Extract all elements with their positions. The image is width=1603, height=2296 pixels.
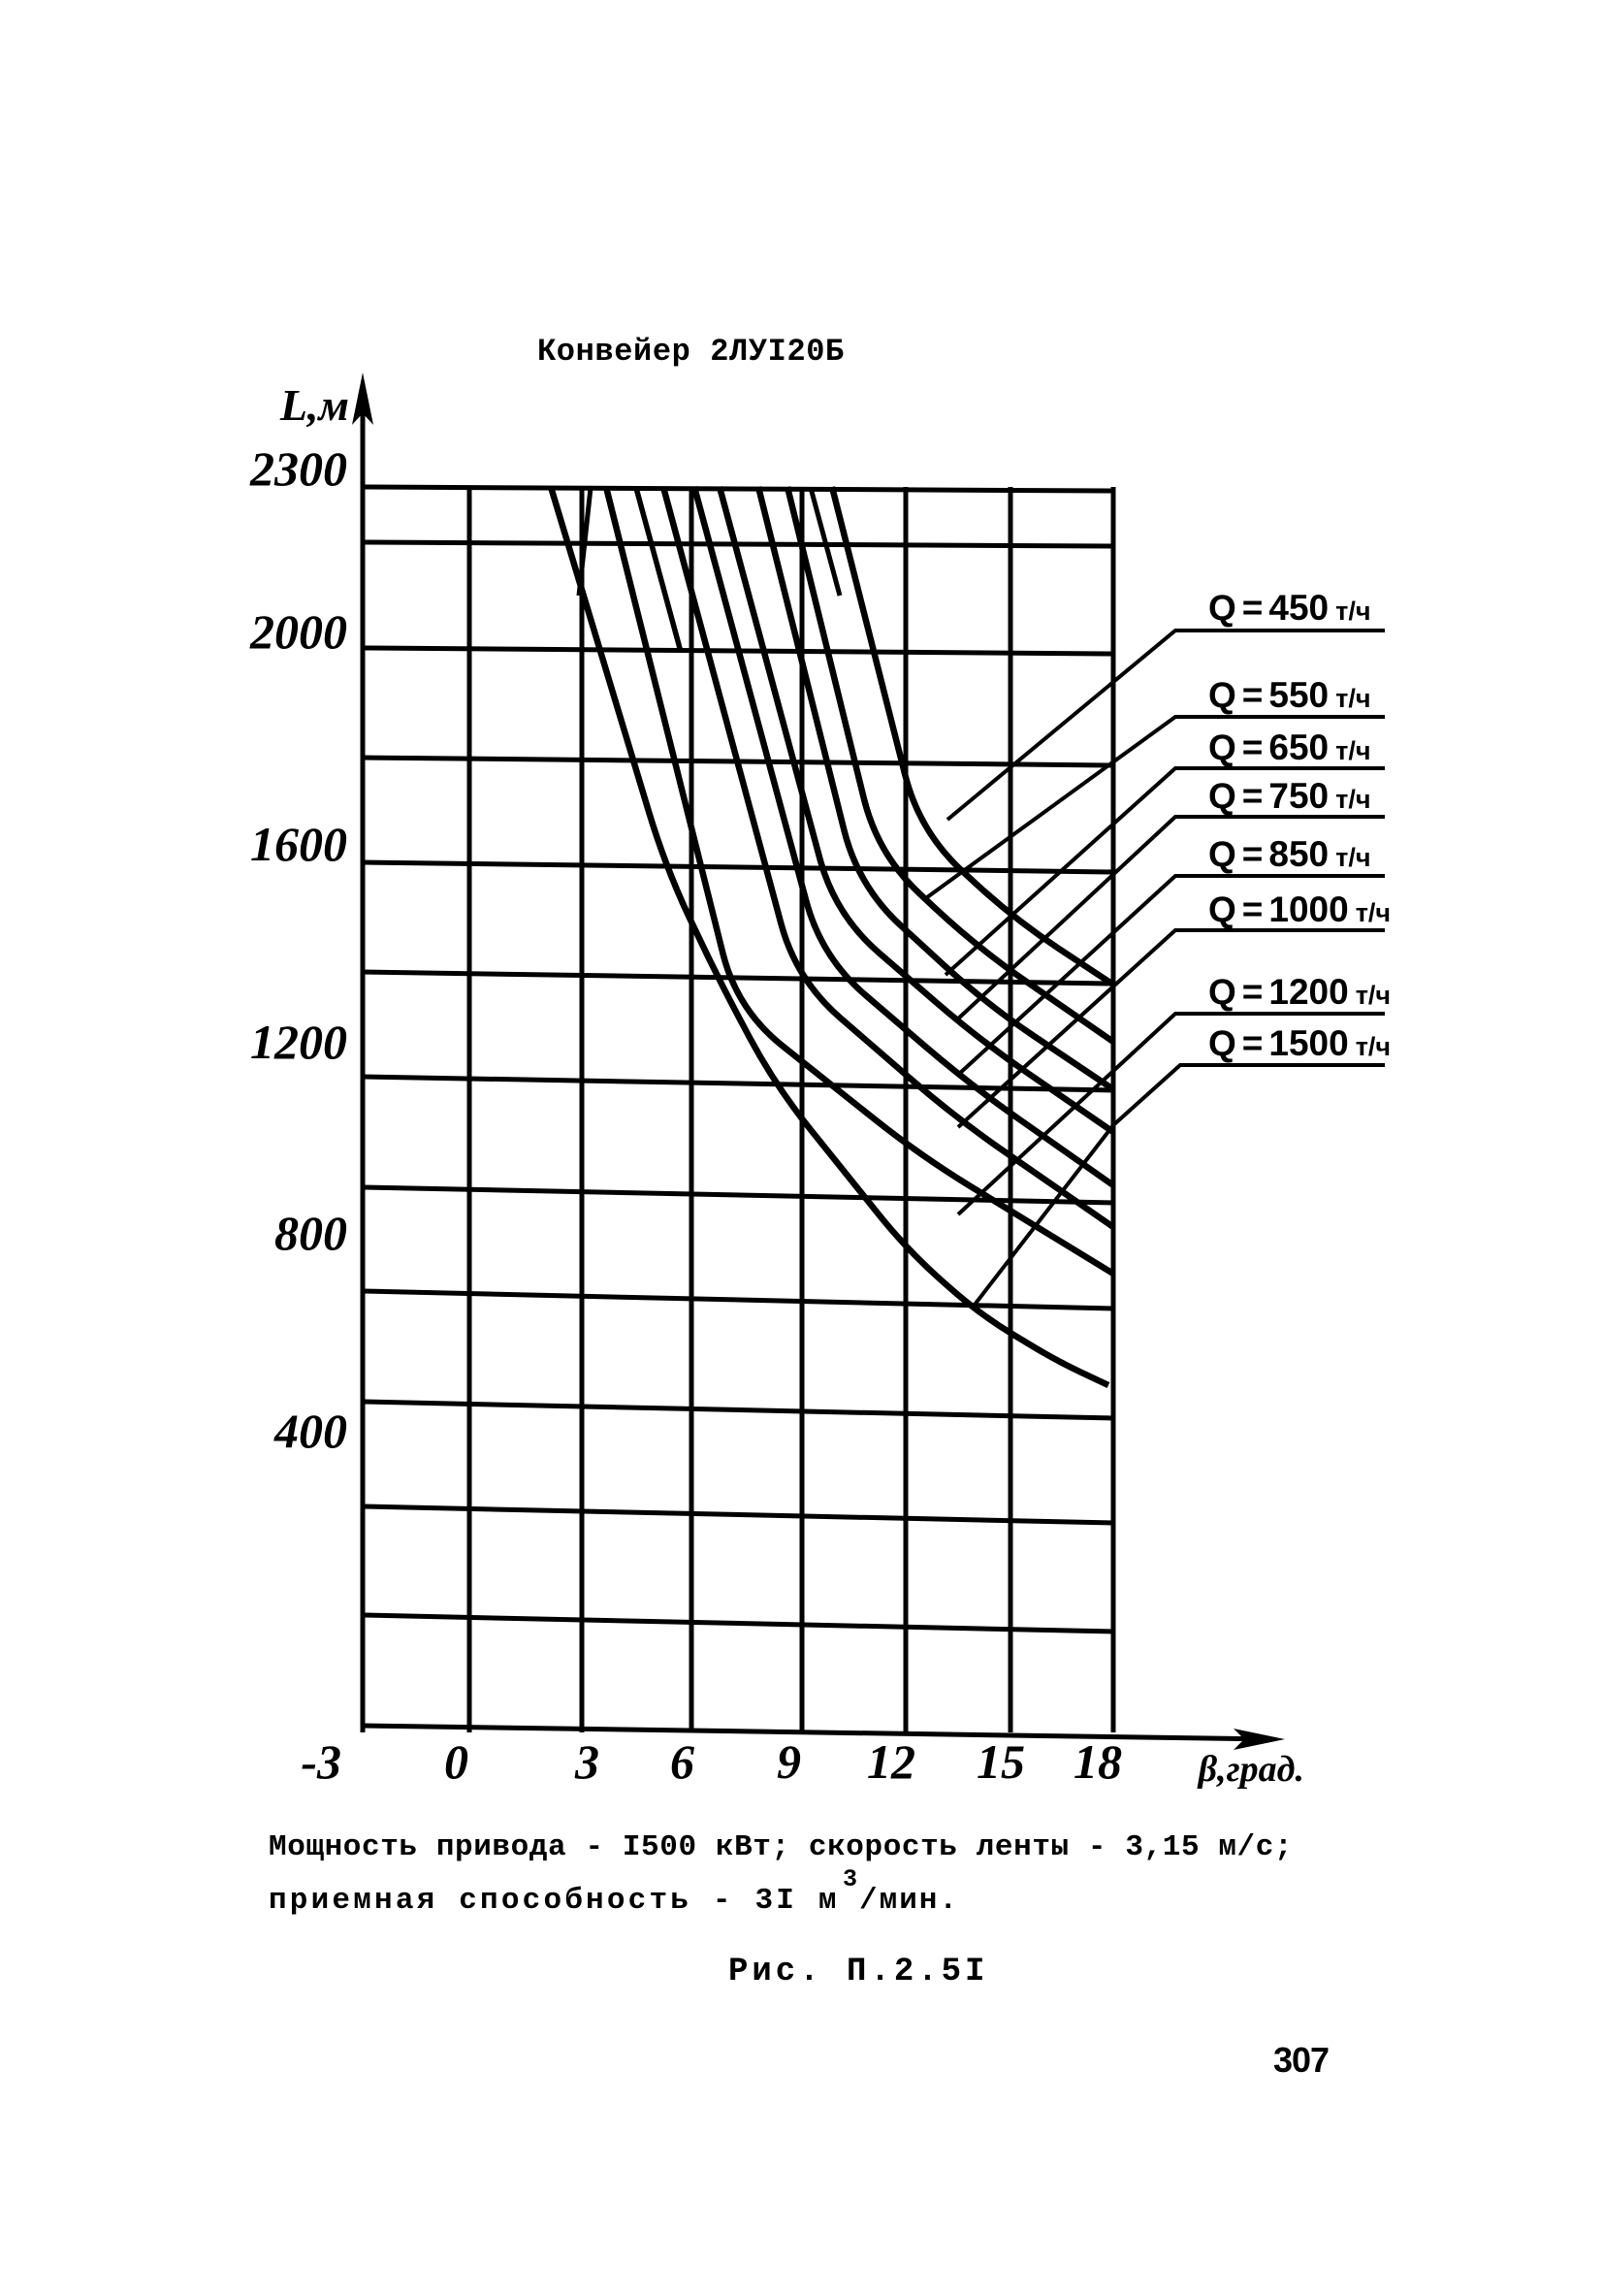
svg-text:Конвейер 2ЛУI20Б: Конвейер 2ЛУI20Б <box>537 334 845 370</box>
svg-text:800: 800 <box>274 1206 347 1260</box>
svg-text:Рис. П.2.5I: Рис. П.2.5I <box>728 1954 988 1990</box>
svg-text:9: 9 <box>777 1734 801 1789</box>
svg-text:L,м: L,м <box>279 380 349 430</box>
svg-text:Мощность привода - I500 кВт; с: Мощность привода - I500 кВт; скорость ле… <box>269 1830 1293 1864</box>
svg-text:2300: 2300 <box>249 441 347 496</box>
svg-text:/мин.: /мин. <box>859 1884 959 1918</box>
svg-text:1200: 1200 <box>250 1015 347 1069</box>
svg-text:12: 12 <box>867 1734 915 1789</box>
svg-text:307: 307 <box>1273 2040 1329 2080</box>
svg-text:3: 3 <box>574 1734 599 1789</box>
svg-text:2000: 2000 <box>249 604 347 659</box>
svg-text:3: 3 <box>843 1865 857 1893</box>
svg-text:приемная способность - 3I м: приемная способность - 3I м <box>269 1884 840 1918</box>
svg-text:400: 400 <box>273 1404 347 1458</box>
svg-text:0: 0 <box>444 1734 468 1789</box>
svg-text:15: 15 <box>977 1734 1025 1789</box>
svg-text:β,град.: β,град. <box>1197 1749 1304 1790</box>
svg-text:-3: -3 <box>301 1734 341 1789</box>
svg-text:1600: 1600 <box>250 817 347 871</box>
svg-text:18: 18 <box>1074 1734 1122 1789</box>
svg-text:6: 6 <box>670 1734 694 1789</box>
